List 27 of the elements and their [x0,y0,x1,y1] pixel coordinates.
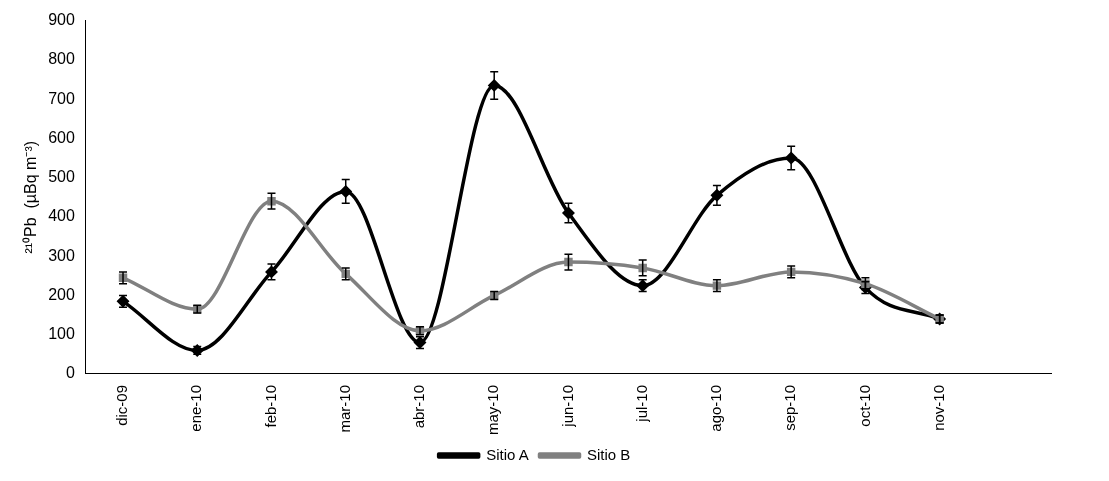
x-tick-label: ene-10 [187,384,205,432]
x-tick-label: sep-10 [781,384,799,431]
legend-label: Sitio A [486,445,529,463]
x-tick-label: nov-10 [929,384,947,431]
x-tick-label: jun-10 [558,384,576,428]
legend-label: Sitio B [587,445,631,463]
x-tick-label: abr-10 [410,384,428,429]
x-tick-label: feb-10 [261,384,279,428]
y-tick-label: 0 [65,364,75,382]
point [339,185,352,198]
y-tick-label: 100 [48,325,75,343]
y-tick-label: 700 [48,89,75,107]
y-tick-label: 600 [48,128,75,146]
y-axis-title: ²¹⁰Pb (µBq m⁻³) [22,140,40,254]
y-tick-label: 900 [48,11,75,29]
y-tick-label: 300 [48,246,75,264]
x-tick-label: dic-09 [113,384,131,426]
x-tick-label: jul-10 [632,384,650,423]
y-tick-label: 800 [48,50,75,68]
point [562,207,575,219]
x-tick-label: may-10 [484,384,502,436]
y-tick-label: 500 [48,168,75,186]
x-tick-label: oct-10 [855,384,873,427]
y-tick-label: 200 [48,285,75,303]
y-tick-label: 400 [48,207,75,225]
x-tick-label: mar-10 [335,384,353,433]
x-tick-label: ago-10 [707,384,725,432]
